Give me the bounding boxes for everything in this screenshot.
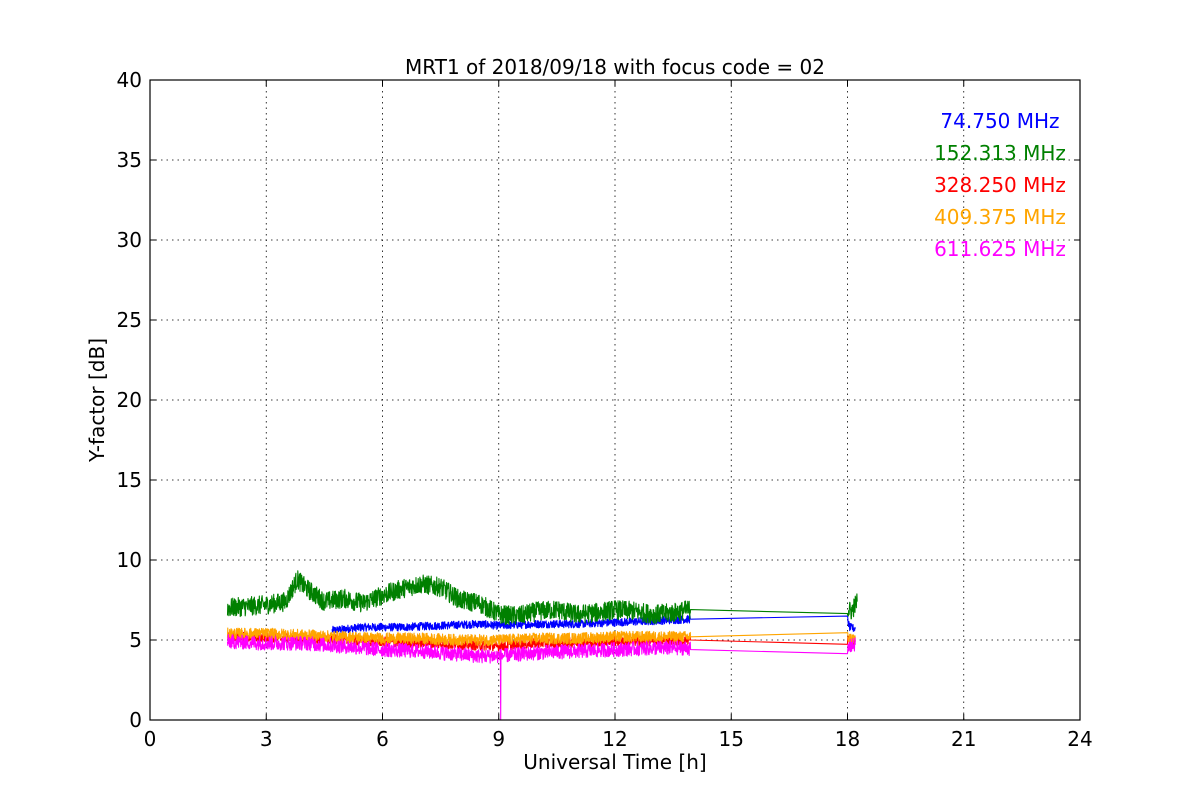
y-tick-label: 10 bbox=[117, 548, 142, 572]
y-tick-label: 35 bbox=[117, 148, 142, 172]
legend: 74.750 MHz 152.313 MHz 328.250 MHz 409.375 … bbox=[934, 109, 1066, 261]
series-line-0 bbox=[331, 614, 856, 634]
series-line-4 bbox=[226, 634, 856, 721]
series-line-3 bbox=[226, 627, 856, 647]
y-tick-label: 25 bbox=[117, 308, 142, 332]
y-tick-label: 5 bbox=[129, 628, 142, 652]
x-axis-label: Universal Time [h] bbox=[523, 750, 706, 774]
legend-entry-1: 152.313 MHz bbox=[934, 141, 1066, 165]
legend-entry-0: 74.750 MHz bbox=[940, 109, 1059, 133]
x-tick-label: 3 bbox=[260, 727, 273, 751]
legend-entry-4: 611.625 MHz bbox=[934, 237, 1066, 261]
x-tick-label: 24 bbox=[1067, 727, 1092, 751]
x-tick-label: 9 bbox=[492, 727, 505, 751]
y-tick-label: 40 bbox=[117, 68, 142, 92]
series-line-1 bbox=[226, 570, 858, 626]
y-tick-label: 20 bbox=[117, 388, 142, 412]
x-tick-label: 12 bbox=[602, 727, 627, 751]
legend-entry-3: 409.375 MHz bbox=[934, 205, 1066, 229]
y-tick-label: 0 bbox=[129, 708, 142, 732]
x-tick-label: 0 bbox=[144, 727, 157, 751]
series-lines bbox=[226, 570, 858, 721]
x-tick-label: 18 bbox=[835, 727, 860, 751]
y-tick-label: 15 bbox=[117, 468, 142, 492]
legend-entry-2: 328.250 MHz bbox=[934, 173, 1066, 197]
y-axis-label: Y-factor [dB] bbox=[85, 338, 109, 463]
y-tick-label: 30 bbox=[117, 228, 142, 252]
chart-title: MRT1 of 2018/09/18 with focus code = 02 bbox=[405, 55, 825, 79]
x-tick-label: 15 bbox=[719, 727, 744, 751]
x-tick-label: 6 bbox=[376, 727, 389, 751]
x-tick-label: 21 bbox=[951, 727, 976, 751]
axis-ticks: 0 3 6 9 12 15 18 21 24 0 5 10 15 20 25 30 35 40 bbox=[117, 68, 1093, 751]
